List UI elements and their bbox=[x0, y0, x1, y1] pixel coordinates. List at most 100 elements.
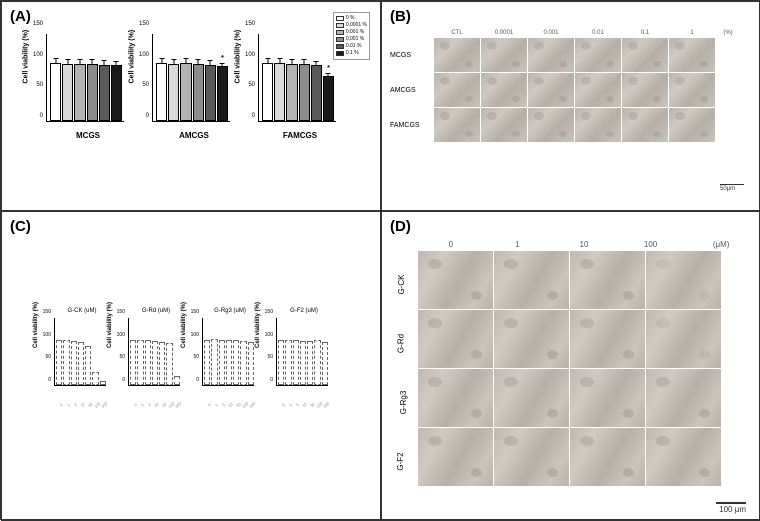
image-row: AMCGS bbox=[434, 73, 754, 107]
y-tick: 150 bbox=[139, 21, 149, 27]
micrograph-cell bbox=[669, 38, 715, 72]
micrograph-cell bbox=[481, 73, 527, 107]
tiny-chart: G-CK (uM)Cell viability (%)0501001500131… bbox=[38, 318, 108, 408]
figure-grid: (A) 0 %0.0001 %0.001 %0.001 %0.01 %0.1 %… bbox=[0, 0, 760, 520]
bar bbox=[307, 341, 313, 385]
row-label: G-Rg3 bbox=[399, 391, 408, 415]
panel-d: (D) 0110100(μM)G-CKG-RdG-Rg3G-F2 100 μm bbox=[381, 211, 760, 521]
x-tick: 300 bbox=[174, 400, 183, 409]
panel-a-charts: Cell viability (%)050100150MCGSCell viab… bbox=[28, 30, 374, 150]
col-header: 0 bbox=[418, 240, 484, 249]
bar bbox=[322, 342, 328, 385]
significance-marker: * bbox=[327, 65, 330, 72]
bars-group: * bbox=[156, 34, 228, 121]
y-tick: 100 bbox=[139, 52, 149, 58]
panel-d-scalebar: 100 μm bbox=[716, 502, 746, 514]
legend-item: 0.001 % bbox=[336, 36, 367, 42]
bar bbox=[285, 340, 291, 385]
bar bbox=[300, 341, 306, 385]
legend-label: 0.0001 % bbox=[346, 22, 367, 28]
image-row: G-CK bbox=[418, 251, 754, 309]
micrograph-cell bbox=[418, 310, 493, 368]
row-label: G-F2 bbox=[396, 452, 405, 470]
panel-d-label: (D) bbox=[390, 218, 411, 235]
bar bbox=[62, 64, 73, 121]
col-header: 1 bbox=[669, 30, 715, 36]
panel-b-grid: CTL0.00010.0010.010.11(%)MCGSAMCGSFAMCGS bbox=[434, 30, 754, 142]
legend-label: 0.01 % bbox=[346, 43, 362, 49]
chart-x-label: AMCGS bbox=[154, 131, 234, 140]
y-tick: 0 bbox=[252, 113, 255, 119]
bar bbox=[180, 63, 191, 121]
bar: * bbox=[217, 66, 228, 121]
bar bbox=[205, 65, 216, 121]
micrograph-cell bbox=[434, 108, 480, 142]
bar bbox=[193, 64, 204, 121]
micrograph-cell bbox=[528, 73, 574, 107]
image-row: G-Rg3 bbox=[418, 369, 754, 427]
tiny-chart: G-Rg3 (uM)Cell viability (%)050100150013… bbox=[186, 318, 256, 408]
col-header: 0.001 bbox=[528, 30, 574, 36]
micrograph-cell bbox=[570, 310, 645, 368]
legend-label: 0.1 % bbox=[346, 50, 359, 56]
bar bbox=[248, 342, 254, 385]
y-tick: 50 bbox=[142, 82, 149, 88]
micrograph-cell bbox=[494, 428, 569, 486]
micrograph-cell bbox=[575, 38, 621, 72]
legend-swatch bbox=[336, 16, 344, 21]
col-header: 10 bbox=[551, 240, 617, 249]
bar bbox=[100, 381, 106, 385]
bar bbox=[78, 342, 84, 385]
row-label: MCGS bbox=[390, 52, 430, 59]
col-header: 100 bbox=[618, 240, 684, 249]
bar bbox=[71, 341, 77, 385]
y-tick: 100 bbox=[43, 332, 51, 338]
col-header: CTL bbox=[434, 30, 480, 36]
chart-title: G-F2 (uM) bbox=[278, 308, 330, 314]
bar bbox=[152, 341, 158, 385]
legend-item: 0 % bbox=[336, 15, 367, 21]
y-tick: 50 bbox=[36, 82, 43, 88]
micrograph-cell bbox=[418, 251, 493, 309]
bar bbox=[137, 340, 143, 385]
y-tick: 150 bbox=[117, 309, 125, 315]
y-tick: 150 bbox=[33, 21, 43, 27]
bar bbox=[159, 342, 165, 385]
legend-item: 0.01 % bbox=[336, 43, 367, 49]
panel-a: (A) 0 %0.0001 %0.001 %0.001 %0.01 %0.1 %… bbox=[1, 1, 381, 211]
micrograph-cell bbox=[494, 251, 569, 309]
image-row: G-Rd bbox=[418, 310, 754, 368]
panel-a-label: (A) bbox=[10, 8, 31, 25]
bar bbox=[204, 340, 210, 385]
micrograph-cell bbox=[434, 38, 480, 72]
bars-group bbox=[204, 318, 254, 385]
bar bbox=[63, 340, 69, 385]
col-header: 0.0001 bbox=[481, 30, 527, 36]
bar bbox=[226, 340, 232, 385]
x-labels: 0131030100300 bbox=[204, 403, 254, 408]
panel-c-label: (C) bbox=[10, 218, 31, 235]
y-tick: 50 bbox=[267, 354, 273, 360]
micrograph-cell bbox=[481, 38, 527, 72]
bar bbox=[174, 376, 180, 385]
col-header: 0.1 bbox=[622, 30, 668, 36]
significance-marker: * bbox=[221, 55, 224, 62]
bar: * bbox=[323, 76, 334, 121]
y-tick: 100 bbox=[265, 332, 273, 338]
bars-group bbox=[50, 34, 122, 121]
bar bbox=[166, 343, 172, 385]
micrograph-cell bbox=[570, 428, 645, 486]
col-header: 1 bbox=[485, 240, 551, 249]
x-tick: 300 bbox=[322, 400, 331, 409]
micrograph-cell bbox=[570, 369, 645, 427]
micrograph-cell bbox=[622, 38, 668, 72]
row-label: AMCGS bbox=[390, 87, 430, 94]
y-ticks: 050100150 bbox=[28, 30, 45, 122]
y-tick: 150 bbox=[265, 309, 273, 315]
col-unit: (μM) bbox=[688, 240, 754, 249]
bar bbox=[111, 65, 122, 121]
bar bbox=[314, 340, 320, 385]
bar bbox=[99, 65, 110, 121]
y-tick: 0 bbox=[196, 377, 199, 383]
bar bbox=[262, 63, 273, 121]
